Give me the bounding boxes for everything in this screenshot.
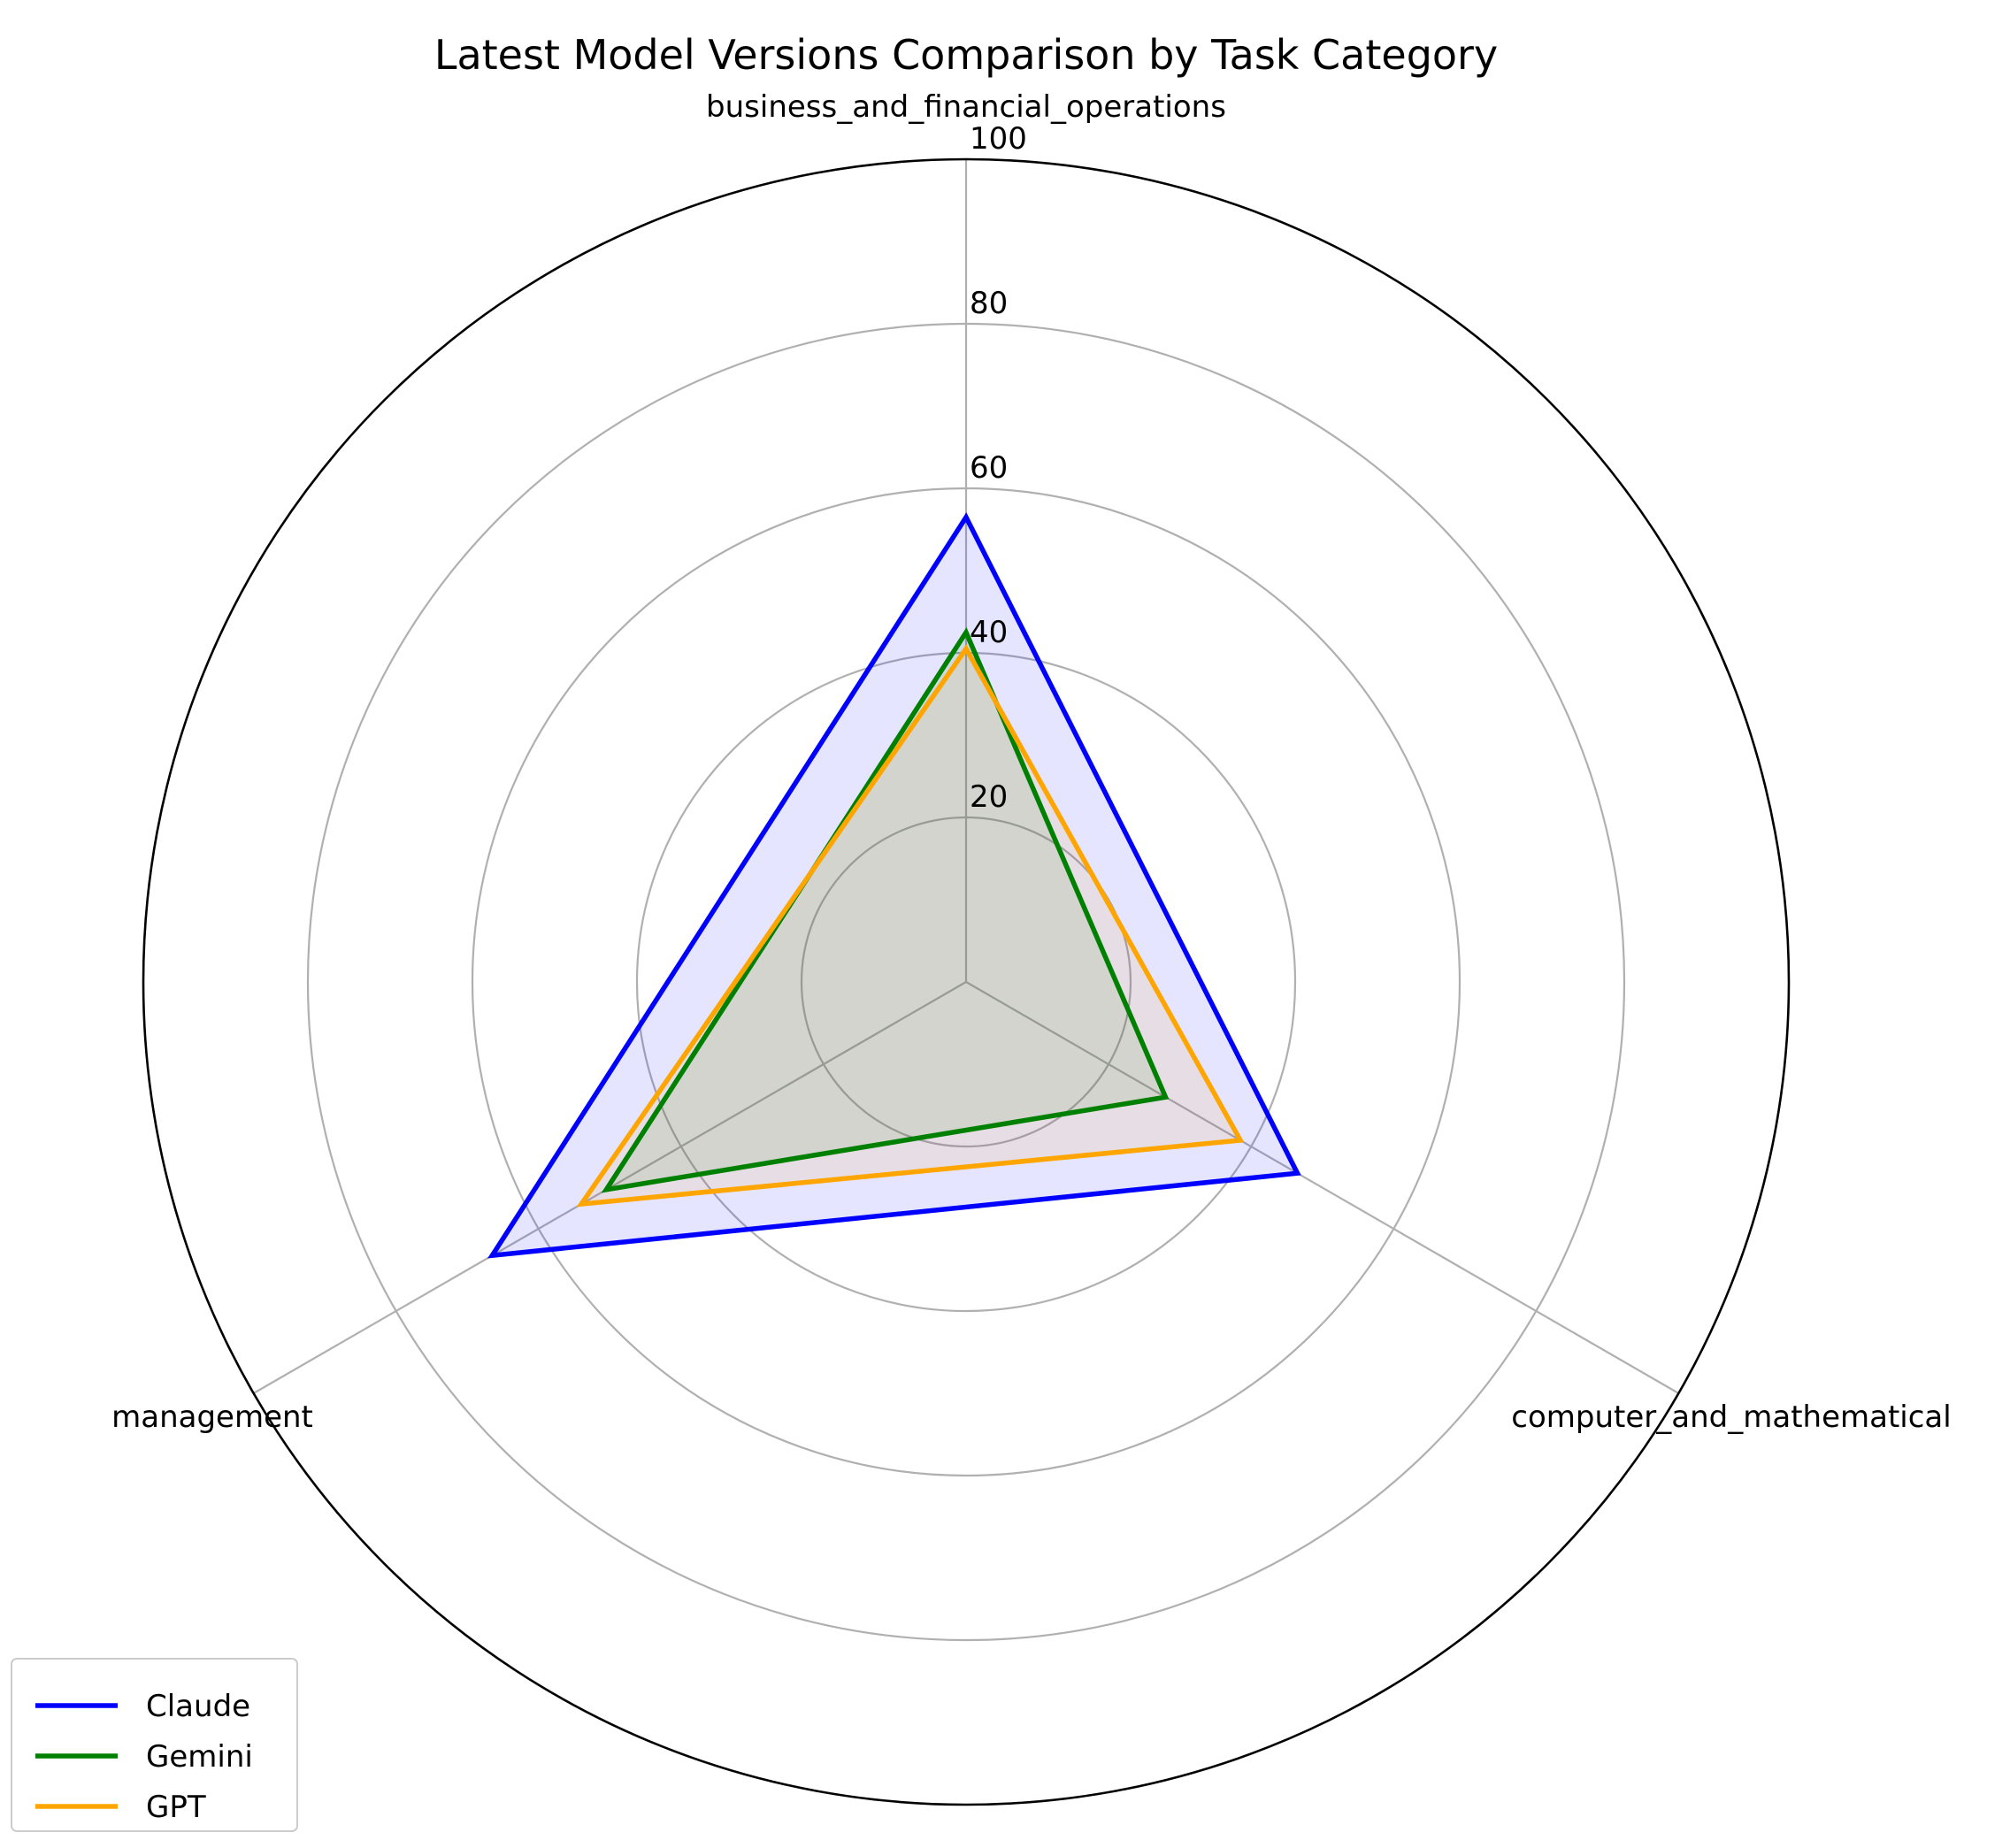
data-point-claude-computer_and_mathematical	[1297, 1172, 1299, 1174]
label-layer: 20 40 60 80 100business_and_financial_operat…	[111, 89, 1952, 1435]
data-point-gemini-management	[605, 1189, 607, 1191]
series-line-gpt	[576, 644, 1245, 1208]
data-point-claude-management	[491, 1254, 493, 1256]
chart-title: Latest Model Versions Comparison by Task…	[434, 31, 1498, 79]
category-label-management: management	[111, 1399, 313, 1435]
r-tick-label-60: 60	[970, 450, 1008, 486]
r-tick-label-40: 40	[970, 615, 1008, 650]
legend-box	[11, 1658, 298, 1832]
r-tick-label-20: 20	[970, 779, 1008, 815]
legend-label-claude: Claude	[146, 1689, 250, 1724]
outer-frame	[142, 157, 1791, 1806]
legend: Claude Gemini GPT	[11, 1658, 298, 1832]
series-fill-gpt	[581, 648, 1241, 1205]
category-label-business_and_financial_operations: business_and_financial_operations	[706, 89, 1226, 125]
category-label-computer_and_mathematical: computer_and_mathematical	[1511, 1399, 1951, 1435]
legend-label-gemini: Gemini	[146, 1739, 253, 1775]
series-fill-claude	[492, 517, 1298, 1256]
series-line-claude	[487, 512, 1301, 1259]
series-line-layer	[487, 512, 1301, 1259]
spoke-computer_and_mathematical	[965, 981, 1679, 1394]
data-point-gemini-business_and_financial_operations	[965, 632, 967, 633]
data-point-gpt-business_and_financial_operations	[965, 648, 967, 649]
data-point-gemini-computer_and_mathematical	[1165, 1096, 1167, 1098]
data-point-gpt-management	[580, 1203, 582, 1205]
data-point-gpt-computer_and_mathematical	[1239, 1139, 1241, 1141]
legend-label-gpt: GPT	[146, 1790, 206, 1825]
data-point-claude-business_and_financial_operations	[965, 517, 967, 518]
r-tick-label-80: 80	[970, 286, 1008, 321]
r-tick-label-100: 100	[970, 121, 1027, 157]
